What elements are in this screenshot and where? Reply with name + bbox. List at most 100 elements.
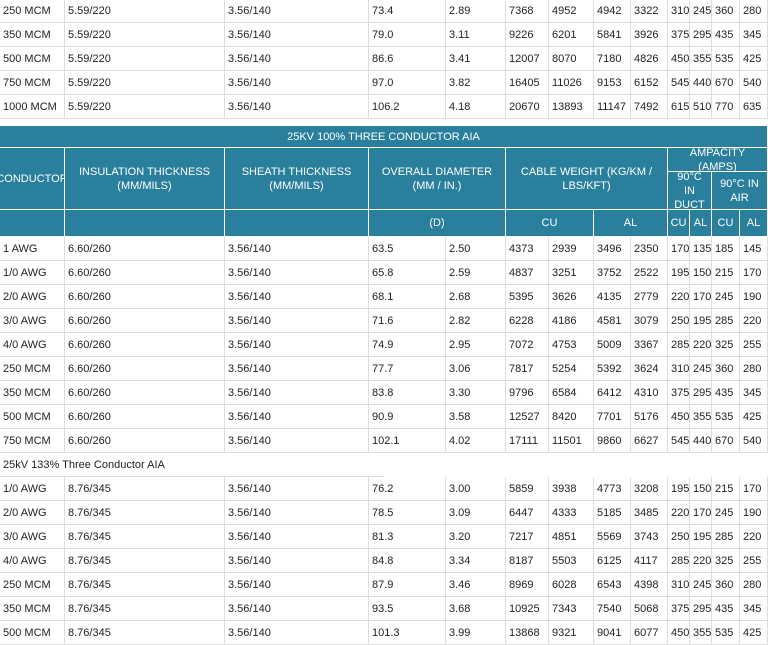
table-cell: 9226 [506,23,549,47]
table-cell: 9796 [506,381,549,405]
table-cell: 6.60/260 [65,429,225,453]
table-cell: 310 [668,0,690,23]
table-cell: 5185 [594,501,631,525]
table-cell: 4851 [549,525,594,549]
table-cell: 440 [690,429,712,453]
table-cell: 9041 [594,621,631,645]
column-header: SHEATH THICKNESS (MM/MILS) [225,148,369,210]
table-cell: 6627 [631,429,668,453]
table-cell: 540 [740,71,768,95]
table-cell: 4/0 AWG [0,549,65,573]
table-cell: 280 [740,357,768,381]
table-cell: 500 MCM [0,405,65,429]
table-cell: 3.00 [446,477,506,501]
table-cell: 220 [690,333,712,357]
table-cell: 8420 [549,405,594,429]
subheader: AL [740,210,768,237]
table-cell: 3.56/140 [225,23,369,47]
table-cell: 6152 [631,71,668,95]
column-header: INSULATION THICKNESS (MM/MILS) [65,148,225,210]
table-cell: 84.8 [369,549,446,573]
table-cell: 535 [712,621,740,645]
table-cell: 540 [740,429,768,453]
table-cell: 500 MCM [0,621,65,645]
table-cell: 245 [712,501,740,525]
table-cell: 4942 [594,0,631,23]
table-cell: 250 MCM [0,573,65,597]
table-cell: 7217 [506,525,549,549]
table-cell: 4333 [549,501,594,525]
table-cell: 2939 [549,237,594,261]
table-cell: 12007 [506,47,549,71]
table-cell: 6.60/260 [65,381,225,405]
table-cell: 8.76/345 [65,501,225,525]
table-cell: 2779 [631,285,668,309]
table-cell: 6.60/260 [65,285,225,309]
table-cell: 3367 [631,333,668,357]
table-cell: 3743 [631,525,668,549]
table-cell: 3322 [631,0,668,23]
table-cell: 375 [668,381,690,405]
table-cell: 77.7 [369,357,446,381]
table-cell: 545 [668,429,690,453]
table-cell: 4753 [549,333,594,357]
table-cell: 5.59/220 [65,23,225,47]
table-cell: 3626 [549,285,594,309]
spacer [0,119,768,126]
table-cell: 3079 [631,309,668,333]
table-cell: 245 [690,573,712,597]
table-cell: 500 MCM [0,47,65,71]
table-cell: 79.0 [369,23,446,47]
table-cell: 355 [690,621,712,645]
table-cell: 295 [690,381,712,405]
table-cell: 4/0 AWG [0,333,65,357]
table-cell: 5859 [506,477,549,501]
table-cell: 150 [690,261,712,285]
table-cell: 435 [712,597,740,621]
table-cell: 750 MCM [0,71,65,95]
table-cell: 87.9 [369,573,446,597]
table-cell: 81.3 [369,525,446,549]
table-cell: 295 [690,23,712,47]
table-cell: 8969 [506,573,549,597]
table-cell: 2.89 [446,0,506,23]
table-cell: 145 [740,237,768,261]
table-cell: 68.1 [369,285,446,309]
table-cell: 435 [712,23,740,47]
table-cell: 6125 [594,549,631,573]
table-cell: 6543 [594,573,631,597]
table-cell: 3.56/140 [225,333,369,357]
subheader: CU [712,210,740,237]
table-cell: 3251 [549,261,594,285]
table-cell: 3.58 [446,405,506,429]
table-cell: 220 [668,285,690,309]
table-cell: 3.56/140 [225,501,369,525]
table-cell: 3.56/140 [225,95,369,119]
table-cell: 375 [668,597,690,621]
table-cell: 635 [740,95,768,119]
table-cell: 3.46 [446,573,506,597]
subheader: CU [668,210,690,237]
table-cell: 215 [712,261,740,285]
table-cell: 325 [712,549,740,573]
table-cell: 106.2 [369,95,446,119]
table-cell: 2.68 [446,285,506,309]
table-cell: 3.56/140 [225,405,369,429]
table-cell: 11501 [549,429,594,453]
column-header: OVERALL DIAMETER (MM / IN.) [369,148,506,210]
table-cell: 375 [668,23,690,47]
table-cell: 345 [740,23,768,47]
table-cell: 5254 [549,357,594,381]
table-cell: 435 [712,381,740,405]
table-cell: 3.56/140 [225,573,369,597]
table-cell: 7492 [631,95,668,119]
table-cell: 310 [668,357,690,381]
table-cell: 6.60/260 [65,237,225,261]
table-cell: 185 [712,237,740,261]
table-cell: 10925 [506,597,549,621]
table-cell: 285 [712,525,740,549]
table-cell: 255 [740,333,768,357]
table-cell: 3.56/140 [225,525,369,549]
table-cell: 5009 [594,333,631,357]
table-cell: 4773 [594,477,631,501]
